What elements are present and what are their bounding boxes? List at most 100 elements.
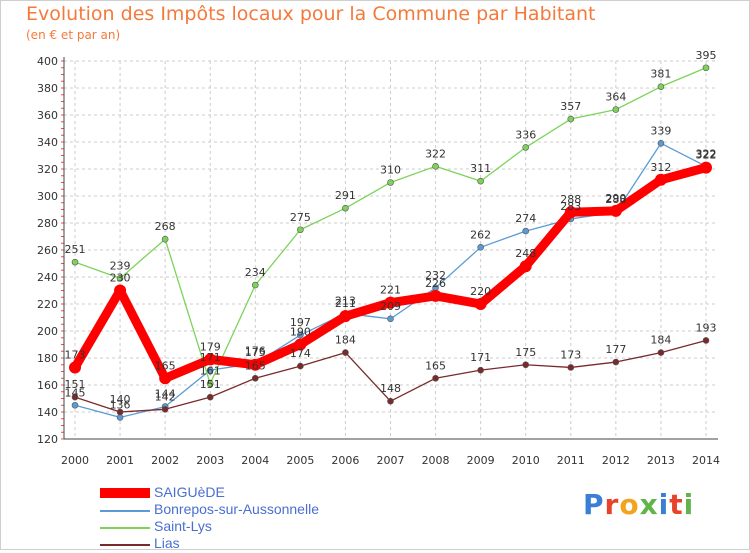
y-tick-label: 120 (37, 433, 58, 446)
data-point (342, 204, 349, 212)
data-label: 211 (335, 297, 356, 310)
data-label: 171 (200, 351, 221, 364)
data-label: 165 (155, 359, 176, 372)
data-label: 165 (245, 359, 266, 372)
x-tick-label: 2002 (151, 454, 179, 467)
data-point (342, 349, 349, 356)
data-point (702, 64, 710, 72)
proxiti-logo: Proxiti (583, 488, 695, 521)
data-label: 171 (470, 351, 491, 364)
y-tick-label: 260 (37, 244, 58, 257)
data-point (297, 331, 304, 339)
data-point (387, 179, 394, 186)
data-point (69, 361, 81, 374)
data-point (612, 358, 620, 366)
data-label: 184 (335, 334, 356, 347)
data-point (297, 362, 304, 370)
y-tick-label: 220 (37, 298, 58, 311)
data-label: 136 (110, 398, 131, 411)
data-label: 357 (560, 100, 581, 113)
data-label: 336 (515, 128, 536, 141)
data-point (567, 364, 575, 371)
x-tick-label: 2014 (692, 454, 720, 467)
data-point (251, 374, 259, 382)
data-point (702, 337, 710, 344)
data-point (612, 106, 620, 113)
data-label: 288 (560, 193, 581, 206)
data-label: 312 (650, 161, 671, 174)
data-label: 310 (380, 164, 401, 177)
x-tick-label: 2000 (61, 454, 89, 467)
data-label: 364 (605, 91, 626, 104)
data-label: 220 (470, 285, 491, 298)
data-label: 151 (200, 378, 221, 391)
x-tick-label: 2010 (512, 454, 540, 467)
data-point (519, 260, 532, 273)
data-label: 165 (425, 359, 446, 372)
legend-label: Lias (154, 535, 180, 551)
data-point (206, 393, 214, 401)
data-point (474, 298, 487, 310)
x-tick-label: 2005 (286, 454, 314, 467)
data-point (432, 374, 439, 382)
data-label: 175 (515, 346, 536, 359)
data-point (654, 173, 667, 186)
y-tick-label: 200 (37, 325, 58, 338)
data-label: 209 (380, 300, 401, 313)
x-tick-label: 2001 (106, 454, 134, 467)
data-point (206, 366, 214, 374)
data-point (477, 177, 484, 185)
data-point (116, 408, 124, 416)
legend-swatch (100, 510, 150, 512)
data-label: 176 (245, 344, 266, 357)
data-label: 288 (605, 193, 626, 206)
legend-swatch (100, 544, 150, 546)
legend-label: Bonrepos-sur-Aussonnelle (154, 501, 319, 517)
data-label: 184 (650, 334, 671, 347)
data-label: 322 (696, 149, 717, 162)
y-tick-label: 400 (37, 55, 58, 68)
data-label: 262 (470, 228, 491, 241)
data-label: 311 (470, 162, 491, 175)
data-label: 381 (650, 68, 671, 81)
data-point (387, 315, 394, 323)
data-point (477, 366, 484, 374)
data-point (429, 289, 442, 302)
x-tick-label: 2007 (377, 454, 405, 467)
data-point (71, 393, 79, 401)
x-tick-label: 2013 (647, 454, 675, 467)
y-tick-label: 180 (37, 352, 58, 365)
data-point (564, 206, 577, 219)
x-tick-label: 2004 (241, 454, 269, 467)
data-label: 322 (696, 147, 717, 160)
x-tick-label: 2003 (196, 454, 224, 467)
data-label: 275 (290, 211, 311, 224)
data-label: 232 (425, 269, 446, 282)
data-point (522, 144, 530, 151)
data-point (387, 397, 394, 405)
data-point (116, 275, 124, 282)
data-point (161, 235, 169, 243)
data-label: 230 (110, 272, 131, 285)
data-point (522, 361, 530, 369)
data-label: 175 (245, 346, 266, 359)
y-tick-label: 240 (37, 271, 58, 284)
data-label: 174 (290, 347, 311, 360)
data-label: 248 (515, 247, 536, 260)
y-tick-label: 320 (37, 163, 58, 176)
data-point (432, 163, 439, 170)
data-label: 395 (696, 49, 717, 62)
y-tick-label: 340 (37, 136, 58, 149)
y-tick-label: 280 (37, 217, 58, 230)
chart-subtitle: (en € et par an) (26, 28, 121, 42)
data-label: 161 (200, 365, 221, 378)
data-point (700, 161, 712, 174)
y-tick-label: 360 (37, 109, 58, 122)
data-label: 173 (65, 348, 86, 361)
data-label: 239 (110, 259, 131, 272)
data-point (657, 83, 665, 90)
data-label: 145 (65, 386, 86, 399)
y-tick-label: 380 (37, 82, 58, 95)
data-label: 173 (560, 348, 581, 361)
